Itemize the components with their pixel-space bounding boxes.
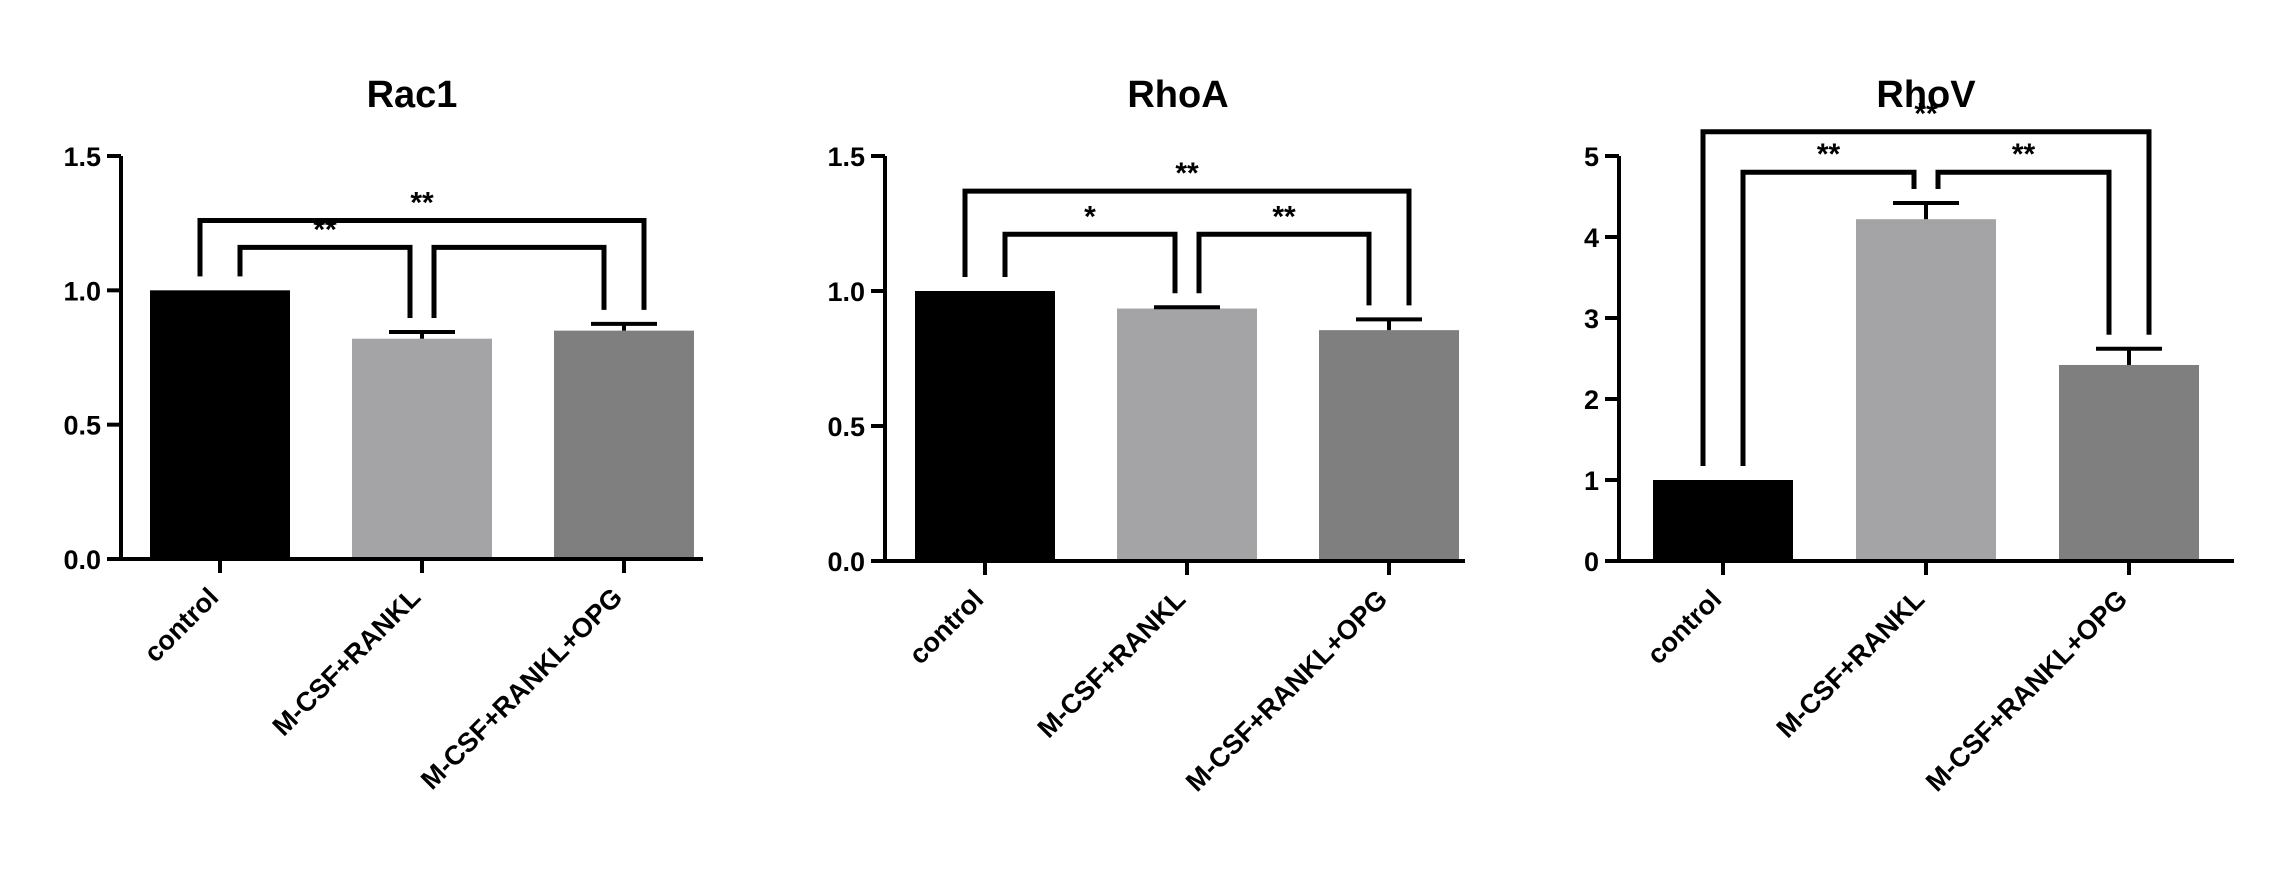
- y-tick-label: 0.0: [827, 547, 865, 577]
- significance-label: **: [1914, 98, 1938, 131]
- significance-bracket: [197, 217, 647, 310]
- significance-bracket: [1700, 129, 2152, 466]
- significance-label: **: [1272, 200, 1296, 233]
- y-tick-label: 0: [1584, 547, 1599, 577]
- x-category-label: M-CSF+RANKL: [1032, 584, 1192, 744]
- significance-label: **: [1817, 138, 1841, 171]
- y-tick-label: 1.5: [63, 142, 101, 172]
- x-category-label: M-CSF+RANKL+OPG: [1920, 584, 2133, 797]
- bar-control: [915, 291, 1055, 561]
- significance-label: *: [1084, 200, 1096, 233]
- y-tick-label: 5: [1584, 142, 1599, 172]
- bar-m-csf-rankl-opg: [554, 330, 694, 559]
- chart-panel-rac1: Rac1 0.0 0.5 1.0 1.5 control M-CSF+RANKLM-CSF…: [63, 74, 703, 795]
- chart-title: RhoV: [1876, 74, 1976, 116]
- significance-bracket: [1740, 169, 1917, 466]
- y-tick-label: 3: [1584, 304, 1599, 334]
- x-category-label: M-CSF+RANKL: [1771, 584, 1931, 744]
- significance-label: **: [410, 186, 434, 219]
- y-tick-label: 2: [1584, 385, 1599, 415]
- chart-panel-rhoa: RhoA 0.0 0.5 1.0 1.5 control M-CSF+RANKLM-CSF…: [827, 74, 1465, 797]
- significance-label: **: [2012, 138, 2036, 171]
- y-tick-label: 1.0: [63, 276, 101, 306]
- y-tick-label: 1.0: [827, 277, 865, 307]
- y-tick-label: 4: [1584, 223, 1599, 253]
- bar-m-csf-rankl: [1117, 308, 1257, 561]
- chart-panel-rhov: RhoV 0 1 2 3 4 5 control M-CSF+RANKLM-CSF+RANKL…: [1584, 74, 2234, 797]
- y-tick-label: 0.5: [827, 412, 865, 442]
- y-tick-label: 0.0: [63, 545, 101, 575]
- significance-bracket: [1935, 169, 2112, 335]
- x-category-label: control: [1641, 584, 1727, 670]
- x-category-label: M-CSF+RANKL: [267, 582, 427, 742]
- bar-m-csf-rankl: [1856, 219, 1996, 561]
- x-category-label: M-CSF+RANKL+OPG: [415, 582, 628, 795]
- chart-title: Rac1: [367, 74, 458, 116]
- significance-bracket: [1196, 231, 1372, 306]
- significance-bracket: [1002, 231, 1178, 294]
- y-tick-label: 0.5: [63, 411, 101, 441]
- bar-m-csf-rankl-opg: [2059, 364, 2199, 561]
- x-category-label: control: [903, 584, 989, 670]
- x-category-label: control: [138, 582, 224, 668]
- significance-bracket: [431, 244, 607, 318]
- bar-control: [1653, 480, 1793, 561]
- y-tick-label: 1: [1584, 466, 1599, 496]
- bar-m-csf-rankl: [352, 338, 492, 559]
- x-category-label: M-CSF+RANKL+OPG: [1180, 584, 1393, 797]
- significance-bracket: [962, 188, 1412, 306]
- bar-m-csf-rankl-opg: [1319, 330, 1459, 561]
- bar-control: [150, 290, 290, 559]
- significance-bracket: [237, 244, 413, 318]
- y-tick-label: 1.5: [827, 142, 865, 172]
- significance-label: **: [1175, 157, 1199, 190]
- chart-title: RhoA: [1127, 74, 1228, 116]
